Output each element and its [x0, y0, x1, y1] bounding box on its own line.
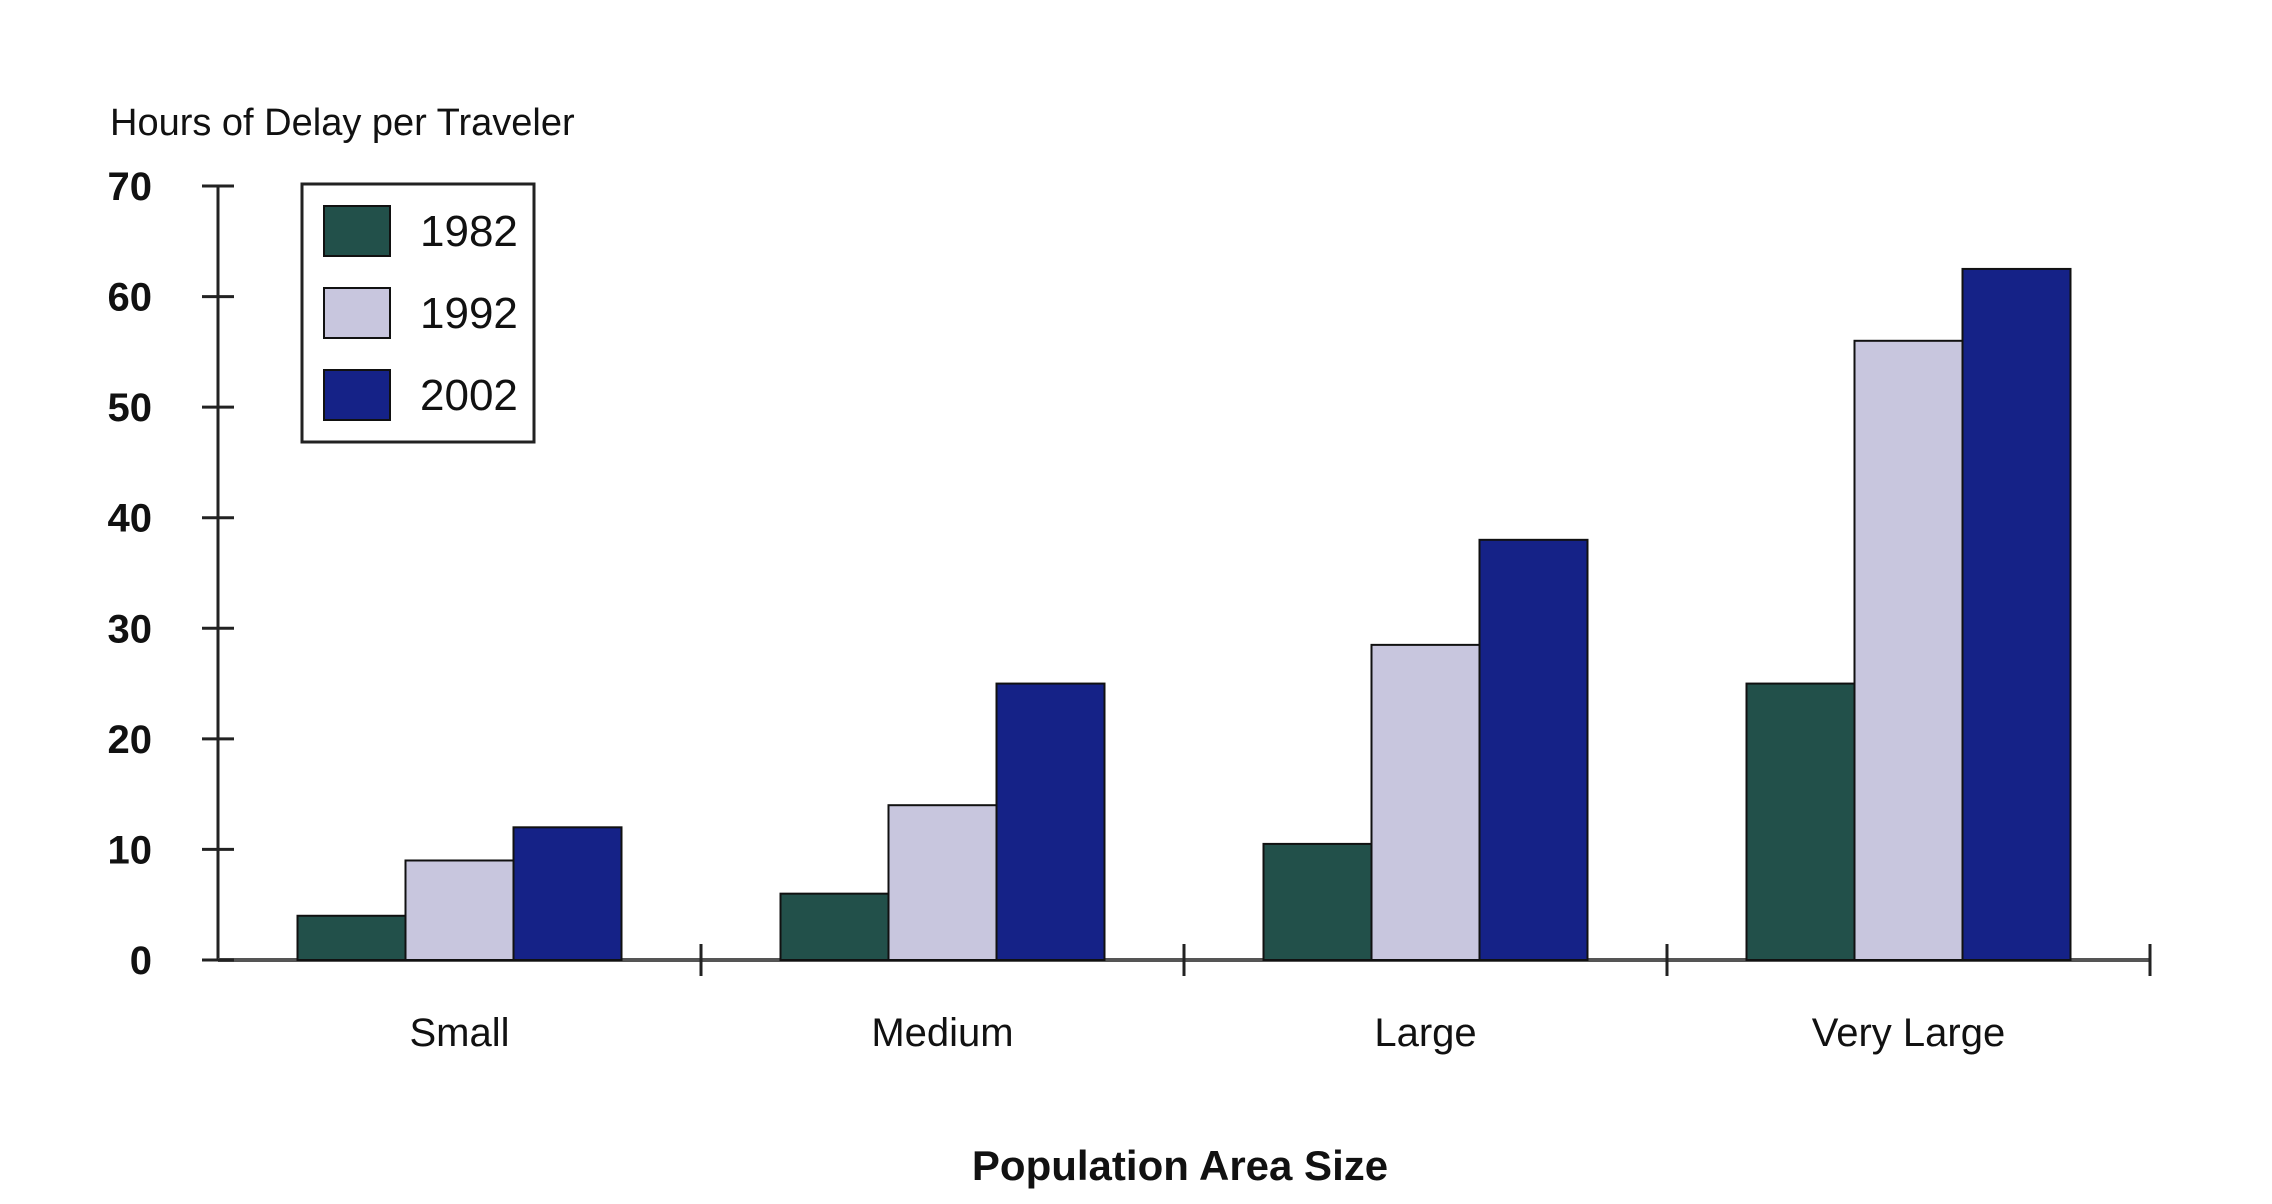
legend: 1982 1992 2002 [300, 182, 536, 444]
legend-swatch-1992 [323, 287, 391, 339]
x-axis-label: Population Area Size [972, 1142, 1388, 1189]
bar-1992-medium [887, 804, 998, 962]
legend-swatch-2002 [323, 369, 391, 421]
legend-label-2002: 2002 [420, 371, 518, 420]
x-tick-label: Large [1374, 1011, 1476, 1055]
y-tick-label: 60 [108, 276, 153, 320]
bar-1982-medium [779, 892, 890, 962]
legend-label-1982: 1982 [420, 207, 518, 256]
bar-1992-large [1370, 643, 1481, 961]
x-tick-label: Medium [871, 1011, 1013, 1055]
y-tick-label: 10 [108, 828, 153, 872]
axes: 0 10 20 30 40 50 60 70 Small Medium Large Very Larg… [108, 165, 2152, 1055]
bar-2002-very-large [1961, 267, 2072, 961]
bars [296, 267, 2072, 962]
y-tick-label: 20 [108, 718, 153, 762]
legend-swatch-1982 [323, 205, 391, 257]
legend-label-1992: 1992 [420, 289, 518, 338]
x-tick-label: Small [409, 1011, 509, 1055]
bar-2002-large [1478, 538, 1589, 961]
y-tick-label: 30 [108, 607, 153, 651]
bar-1982-small [296, 914, 407, 961]
bar-2002-small [512, 826, 623, 961]
bar-1992-very-large [1853, 339, 1964, 961]
bar-2002-medium [995, 682, 1106, 961]
y-axis-label: Hours of Delay per Traveler [110, 102, 575, 144]
x-tick-label: Very Large [1812, 1011, 2005, 1055]
y-tick-label: 0 [130, 939, 152, 983]
y-tick-label: 40 [108, 497, 153, 541]
bar-1982-very-large [1745, 682, 1856, 961]
bar-1992-small [404, 859, 515, 961]
y-tick-label: 70 [108, 165, 153, 209]
bar-1982-large [1262, 842, 1373, 962]
y-tick-label: 50 [108, 386, 153, 430]
